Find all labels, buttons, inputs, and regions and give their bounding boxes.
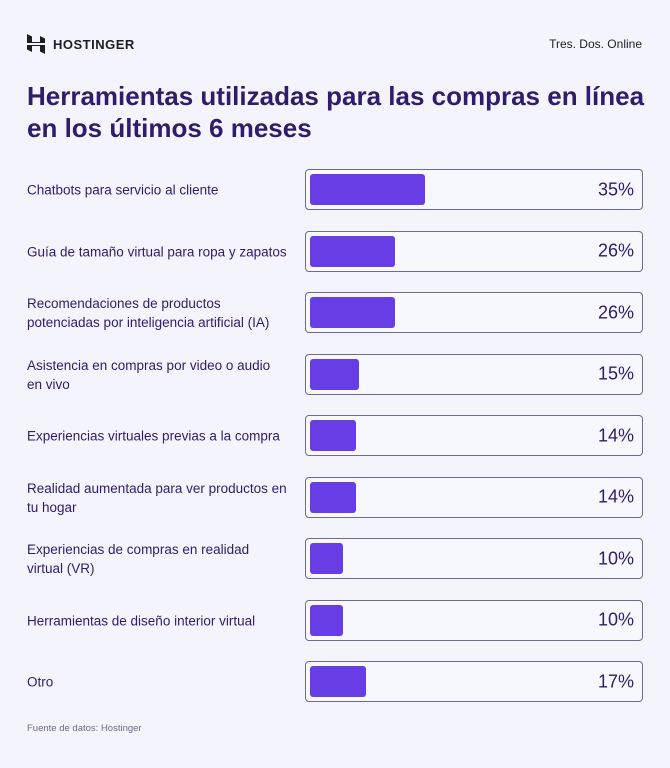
category-label: Guía de tamaño virtual para ropa y zapat… bbox=[27, 244, 287, 259]
bar-track: 17% bbox=[305, 661, 643, 702]
bar-track: 15% bbox=[305, 353, 643, 395]
hostinger-logo-icon bbox=[27, 34, 45, 54]
bar-track: 35% bbox=[305, 169, 643, 210]
bar-row: Guía de tamaño virtual para ropa y zapat… bbox=[0, 230, 670, 273]
bar-track: 26% bbox=[305, 292, 643, 333]
bar-row: Asistencia en compras por video o audio … bbox=[0, 353, 670, 396]
category-label: Realidad aumentada para ver productos en… bbox=[27, 480, 287, 515]
data-source: Fuente de datos: Hostinger bbox=[27, 723, 142, 734]
bar bbox=[310, 604, 343, 636]
bar-row: Realidad aumentada para ver productos en… bbox=[0, 476, 670, 519]
bar-track: 26% bbox=[305, 230, 643, 272]
bar-row: Chatbots para servicio al cliente 35% bbox=[0, 169, 670, 211]
bar bbox=[310, 174, 425, 205]
bar-track: 14% bbox=[305, 415, 643, 456]
bar-row: Experiencias de compras en realidad virt… bbox=[0, 538, 670, 580]
value-label: 14% bbox=[597, 425, 634, 445]
value-label: 14% bbox=[597, 486, 634, 507]
bar-row: Herramientas de diseño interior virtual … bbox=[0, 599, 670, 642]
bar-row: Recomendaciones de productos potenciadas… bbox=[0, 292, 670, 334]
value-label: 15% bbox=[597, 363, 634, 384]
category-label: Experiencias virtuales previas a la comp… bbox=[27, 428, 280, 444]
value-label: 26% bbox=[597, 240, 634, 261]
bar bbox=[310, 235, 396, 267]
category-label: Recomendaciones de productos potenciadas… bbox=[27, 296, 270, 330]
category-label: Asistencia en compras por video o audio … bbox=[27, 357, 271, 392]
category-label: Herramientas de diseño interior virtual bbox=[27, 613, 256, 628]
hostinger-logo: HOSTINGER bbox=[27, 34, 135, 54]
value-label: 10% bbox=[597, 609, 634, 630]
bar-track: 14% bbox=[305, 476, 643, 518]
value-label: 17% bbox=[597, 671, 634, 691]
bar bbox=[310, 666, 366, 697]
bar-row: Experiencias virtuales previas a la comp… bbox=[0, 415, 670, 457]
category-label: Experiencias de compras en realidad virt… bbox=[27, 542, 250, 576]
bar bbox=[310, 481, 356, 513]
bar bbox=[310, 420, 356, 451]
bar bbox=[310, 543, 343, 574]
site-name: Tres. Dos. Online bbox=[549, 37, 642, 51]
value-label: 26% bbox=[597, 302, 634, 322]
brand-name: HOSTINGER bbox=[53, 36, 135, 52]
category-label: Chatbots para servicio al cliente bbox=[27, 182, 219, 198]
bar-track: 10% bbox=[305, 538, 643, 579]
category-label: Otro bbox=[27, 674, 54, 690]
bar bbox=[310, 358, 360, 390]
chart-title: Herramientas utilizadas para las compras… bbox=[27, 81, 645, 143]
bar-row: Otro 17% bbox=[0, 661, 670, 703]
value-label: 10% bbox=[597, 548, 634, 568]
value-label: 35% bbox=[597, 179, 634, 199]
bar-track: 10% bbox=[305, 599, 643, 641]
bar bbox=[310, 297, 396, 328]
